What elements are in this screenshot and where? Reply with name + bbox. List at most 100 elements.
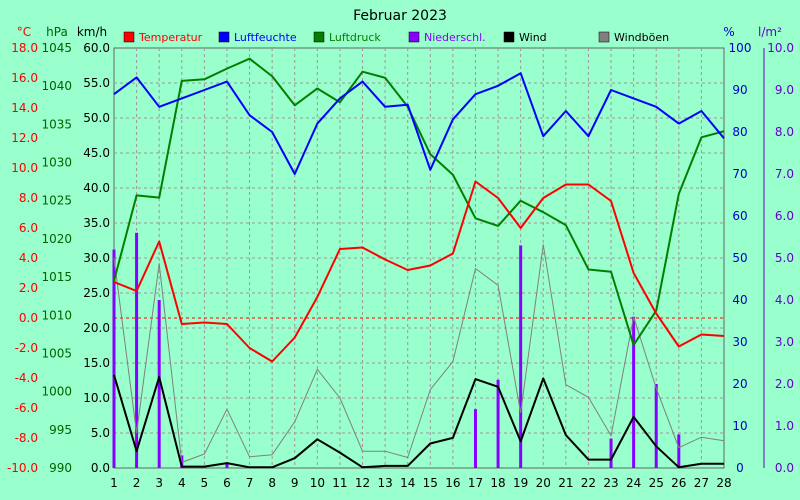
x-tick-label: 18 (490, 476, 505, 490)
plot-area (112, 57, 725, 469)
temp-tick-label: -6.0 (15, 401, 38, 415)
pressure-tick-label: 1040 (41, 79, 72, 93)
rain-bar (654, 384, 658, 468)
x-tick-label: 6 (223, 476, 231, 490)
series-line-windben (113, 244, 725, 463)
rain-tick-label: 1.0 (775, 419, 794, 433)
wind-tick-label: 0.0 (91, 461, 110, 475)
temp-tick-label: -10.0 (7, 461, 38, 475)
wind-tick-label: 55.0 (83, 76, 110, 90)
humidity-tick-label: 30 (732, 335, 747, 349)
x-tick-label: 27 (694, 476, 709, 490)
humidity-tick-label: 50 (732, 251, 747, 265)
rain-tick-label: 0.0 (775, 461, 794, 475)
legend-swatch (598, 31, 610, 43)
rain-tick-label: 3.0 (775, 335, 794, 349)
wind-tick-label: 30.0 (83, 251, 110, 265)
x-tick-label: 1 (110, 476, 118, 490)
legend-label: Wind (519, 31, 547, 44)
axis-unit-press: hPa (46, 25, 68, 39)
x-tick-label: 16 (445, 476, 460, 490)
wind-tick-label: 15.0 (83, 356, 110, 370)
pressure-tick-label: 1025 (41, 194, 72, 208)
pressure-tick-label: 1020 (41, 232, 72, 246)
temp-tick-label: -4.0 (15, 371, 38, 385)
rain-bar (677, 434, 681, 468)
temp-tick-label: -2.0 (15, 341, 38, 355)
wind-tick-label: 40.0 (83, 181, 110, 195)
legend-swatch (123, 31, 135, 43)
x-tick-label: 11 (332, 476, 347, 490)
legend-label: Luftfeuchte (234, 31, 297, 44)
legend-label: Windböen (614, 31, 669, 44)
rain-tick-label: 8.0 (775, 125, 794, 139)
x-tick-label: 13 (377, 476, 392, 490)
axis-units: °C hPa km/h% l/m² (17, 25, 782, 39)
x-tick-label: 2 (133, 476, 141, 490)
axis-unit-wind: km/h (77, 25, 107, 39)
axis-unit-rain: l/m² (758, 25, 782, 39)
x-tick-label: 19 (513, 476, 528, 490)
temp-tick-label: -8.0 (15, 431, 38, 445)
x-tick-label: 22 (581, 476, 596, 490)
series-line-luftdruck (113, 57, 725, 347)
temp-tick-label: 12.0 (11, 131, 38, 145)
pressure-tick-label: 1015 (41, 270, 72, 284)
humidity-tick-label: 60 (732, 209, 747, 223)
humidity-tick-label: 90 (732, 83, 747, 97)
wind-tick-label: 60.0 (83, 41, 110, 55)
rain-tick-label: 10.0 (767, 41, 794, 55)
rain-bar (157, 300, 161, 468)
wind-tick-label: 10.0 (83, 391, 110, 405)
x-tick-label: 17 (468, 476, 483, 490)
temp-tick-label: 8.0 (19, 191, 38, 205)
x-tick-label: 8 (268, 476, 276, 490)
temp-tick-label: 6.0 (19, 221, 38, 235)
rain-tick-label: 2.0 (775, 377, 794, 391)
legend: Temperatur Luftfeuchte Luftdruck Niederschl… (123, 31, 669, 44)
x-tick-label: 26 (671, 476, 686, 490)
rain-bar (496, 379, 500, 468)
pressure-tick-label: 1010 (41, 308, 72, 322)
humidity-tick-label: 40 (732, 293, 747, 307)
series-line-wind (113, 374, 724, 469)
pressure-tick-label: 1000 (41, 385, 72, 399)
pressure-tick-label: 1045 (41, 41, 72, 55)
humidity-tick-label: 70 (732, 167, 747, 181)
legend-swatch (218, 31, 230, 43)
rain-tick-label: 6.0 (775, 209, 794, 223)
series-line-temperatur (113, 180, 725, 363)
legend-label: Niederschl. (424, 31, 486, 44)
rain-bar (112, 249, 116, 468)
pressure-tick-label: 990 (49, 461, 72, 475)
pressure-tick-label: 1005 (41, 346, 72, 360)
x-tick-label: 20 (536, 476, 551, 490)
wind-tick-label: 20.0 (83, 321, 110, 335)
rain-tick-label: 4.0 (775, 293, 794, 307)
axis-unit-hum: % (723, 25, 734, 39)
temp-tick-label: 14.0 (11, 101, 38, 115)
humidity-tick-label: 10 (732, 419, 747, 433)
chart-title: Februar 2023 (353, 8, 447, 24)
wind-tick-label: 25.0 (83, 286, 110, 300)
humidity-tick-label: 0 (736, 461, 744, 475)
x-tick-label: 5 (201, 476, 209, 490)
x-tick-label: 12 (355, 476, 370, 490)
x-tick-label: 14 (400, 476, 415, 490)
x-tick-label: 7 (246, 476, 254, 490)
rain-tick-label: 7.0 (775, 167, 794, 181)
x-tick-label: 10 (310, 476, 325, 490)
rain-bar (473, 409, 477, 468)
pressure-tick-label: 995 (49, 423, 72, 437)
rain-tick-label: 9.0 (775, 83, 794, 97)
temp-tick-label: 4.0 (19, 251, 38, 265)
wind-tick-label: 35.0 (83, 216, 110, 230)
x-tick-label: 25 (649, 476, 664, 490)
temp-tick-label: 10.0 (11, 161, 38, 175)
x-tick-label: 23 (603, 476, 618, 490)
x-tick-label: 21 (558, 476, 573, 490)
legend-label: Luftdruck (329, 31, 381, 44)
x-tick-label: 28 (716, 476, 731, 490)
humidity-tick-label: 100 (729, 41, 752, 55)
x-tick-label: 4 (178, 476, 186, 490)
